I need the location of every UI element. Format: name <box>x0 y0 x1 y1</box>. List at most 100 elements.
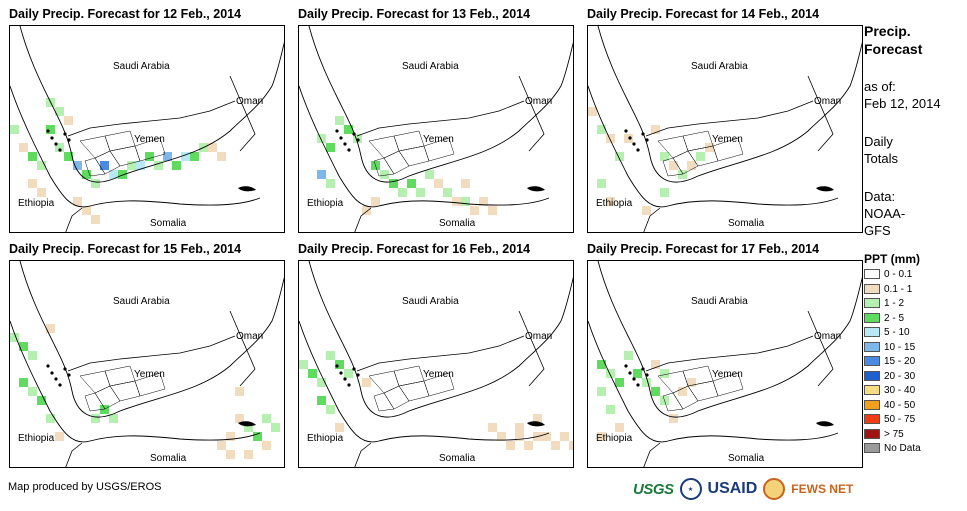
legend-class: 0.1 - 1 <box>864 284 912 299</box>
precip-cell <box>317 134 326 143</box>
partner-logos: USGS ★ USAID FEWS NET <box>633 476 853 502</box>
legend-class: 10 - 15 <box>864 342 915 357</box>
precip-cell <box>443 188 452 197</box>
map-label-ethiopia: Ethiopia <box>18 433 55 444</box>
border-saudi-yemen <box>356 100 525 137</box>
legend-swatch <box>864 370 880 381</box>
island-socotra <box>238 186 256 192</box>
precip-cell <box>28 152 37 161</box>
precip-cell <box>127 161 136 170</box>
precip-cell <box>262 441 271 450</box>
panel-title: Daily Precip. Forecast for 13 Feb., 2014 <box>298 7 531 21</box>
precip-cell <box>506 441 515 450</box>
precip-cell <box>669 414 678 423</box>
panel-title: Daily Precip. Forecast for 17 Feb., 2014 <box>587 242 820 256</box>
map-label-yemen: Yemen <box>712 134 743 145</box>
precip-cell <box>37 188 46 197</box>
forecast-map: Saudi Arabia Oman Yemen Ethiopia Somalia <box>298 25 574 233</box>
precip-cell <box>660 188 669 197</box>
island-marker <box>54 377 58 381</box>
border-oman <box>807 75 834 152</box>
precip-cell <box>461 179 470 188</box>
legend-class-label: No Data <box>884 443 921 454</box>
governorate-outline <box>368 135 400 159</box>
precip-cell <box>651 125 660 134</box>
map-label-ethiopia: Ethiopia <box>307 433 344 444</box>
island-marker <box>628 371 632 375</box>
precip-cell <box>46 324 55 333</box>
map-label-somalia: Somalia <box>728 453 765 464</box>
precip-cell <box>335 360 344 369</box>
coastline-africa <box>588 85 839 208</box>
precip-cell <box>497 432 506 441</box>
coastline-arabia <box>308 261 573 418</box>
precip-cell <box>687 378 696 387</box>
precip-cell <box>226 432 235 441</box>
legend-class-label: 0.1 - 1 <box>884 283 913 295</box>
legend-class: 0 - 0.1 <box>864 269 912 284</box>
island-marker <box>58 148 62 152</box>
map-label-yemen: Yemen <box>712 369 743 380</box>
precip-cell <box>10 125 19 134</box>
island-marker <box>632 377 636 381</box>
precip-cell <box>91 414 100 423</box>
forecast-map: Saudi Arabia Oman Yemen Ethiopia Somalia <box>9 260 285 468</box>
governorate-outline <box>423 372 455 397</box>
legend-class-label: 40 - 50 <box>884 399 916 411</box>
island-marker <box>641 132 645 136</box>
legend-class-label: 5 - 10 <box>884 327 910 338</box>
map-label-somalia: Somalia <box>150 453 187 464</box>
precip-cell <box>19 342 28 351</box>
governorate-outline <box>393 130 425 152</box>
legend-class: 20 - 30 <box>864 371 915 386</box>
island-marker <box>67 373 71 377</box>
governorate-outline <box>104 365 136 387</box>
legend-class-label: > 75 <box>884 428 904 440</box>
legend-class: > 75 <box>864 429 904 444</box>
border-oman <box>229 310 256 387</box>
precip-cell <box>362 378 371 387</box>
precip-cell <box>217 152 226 161</box>
precip-cell <box>55 107 64 116</box>
legend-class: No Data <box>864 443 921 458</box>
usgs-logo: USGS <box>633 480 674 498</box>
island-marker <box>628 136 632 140</box>
governorate-outline <box>398 380 430 402</box>
legend-class: 50 - 75 <box>864 414 915 429</box>
precip-cell <box>335 116 344 125</box>
legend-class-label: 50 - 75 <box>884 414 916 425</box>
precip-cell <box>533 414 542 423</box>
fews-net-emblem-icon <box>763 478 786 500</box>
island-marker <box>54 142 58 146</box>
map-label-oman: Oman <box>525 331 553 342</box>
precip-cell <box>163 152 172 161</box>
island-marker <box>46 129 50 133</box>
precip-cell <box>73 197 82 206</box>
map-label-oman: Oman <box>525 96 553 107</box>
precip-cell <box>597 387 606 396</box>
island-marker <box>645 138 649 142</box>
island-marker <box>339 371 343 375</box>
precip-cell <box>55 143 64 152</box>
border-saudi-yemen <box>67 335 236 372</box>
forecast-map-panel: Daily Precip. Forecast for 17 Feb., 2014… <box>587 240 872 468</box>
precip-cell <box>515 423 524 432</box>
island-marker <box>356 373 360 377</box>
precip-cell <box>154 161 163 170</box>
precip-cell <box>317 170 326 179</box>
legend-class: 15 - 20 <box>864 356 915 371</box>
island-socotra <box>527 186 545 192</box>
precip-cell <box>262 414 271 423</box>
precip-cell <box>344 125 353 134</box>
governorate-outline <box>368 370 400 394</box>
governorate-outline <box>79 135 111 159</box>
forecast-map-panel: Daily Precip. Forecast for 15 Feb., 2014… <box>9 240 294 468</box>
precip-cell <box>452 197 461 206</box>
island-marker <box>636 148 640 152</box>
precip-cell <box>100 405 109 414</box>
precip-cell <box>615 152 624 161</box>
panel-title: Daily Precip. Forecast for 16 Feb., 2014 <box>298 242 531 256</box>
precip-cell <box>542 432 551 441</box>
map-label-saudi: Saudi Arabia <box>691 61 748 72</box>
border-saudi-yemen <box>356 335 525 372</box>
